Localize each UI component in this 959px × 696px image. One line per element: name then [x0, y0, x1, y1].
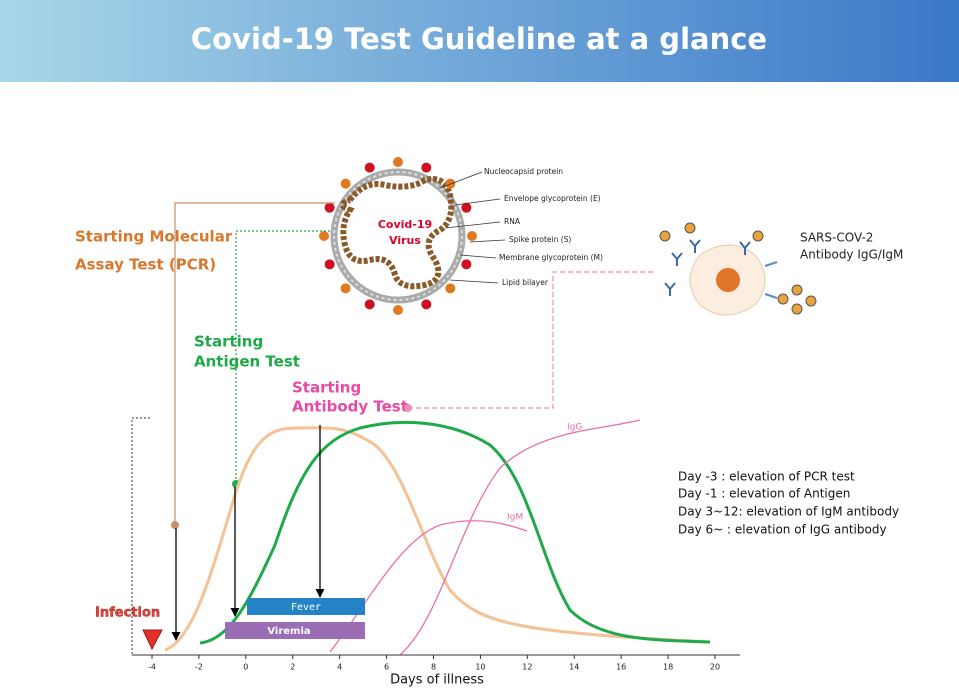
virion: [791, 284, 803, 296]
infection-label: Infection: [95, 606, 160, 621]
igg-label: IgG: [567, 423, 582, 433]
antibody: [671, 252, 683, 266]
virion: [752, 230, 764, 242]
part-label: RNA: [504, 217, 521, 226]
pcr-dot: [171, 521, 179, 529]
spike: [467, 231, 477, 241]
antigen-label: Starting: [194, 333, 263, 351]
spike: [340, 178, 351, 189]
spike: [364, 299, 375, 310]
receptor: [764, 261, 778, 299]
virus-label: Virus: [389, 234, 421, 247]
part-label: Nucleocapsid protein: [484, 167, 563, 176]
x-tick-label: 18: [663, 663, 673, 672]
pcr-label: Starting Molecular: [75, 228, 233, 246]
header-bar: [0, 0, 959, 82]
pcr-curve: [164, 426, 711, 652]
pointer: [454, 198, 501, 206]
antibody: [689, 239, 701, 253]
x-tick-label: 4: [337, 663, 342, 672]
spike: [461, 202, 472, 213]
antibody-cell: SARS-COV-2 Antibody IgG/IgM: [659, 222, 903, 316]
virion: [777, 293, 789, 305]
antibody-label: SARS-COV-2: [800, 231, 873, 245]
spike: [421, 162, 432, 173]
pcr-connector: [174, 202, 335, 525]
note: Day -1 : elevation of Antigen: [678, 487, 850, 501]
virus-label: Covid-19: [378, 218, 432, 231]
spike: [324, 259, 335, 270]
rna-strand: [339, 176, 455, 290]
x-tick-label: 20: [710, 663, 720, 672]
spike: [319, 231, 329, 241]
spike: [393, 305, 403, 315]
note: Day 3~12: elevation of IgM antibody: [678, 505, 899, 519]
title: Covid-19 Test Guideline at a glance: [191, 22, 767, 56]
pointer: [469, 239, 506, 243]
pointer: [439, 171, 483, 189]
virion: [659, 230, 671, 242]
x-axis-title: Days of illness: [390, 673, 484, 688]
note: Day 6~ : elevation of IgG antibody: [678, 523, 887, 537]
x-tick-label: 2: [290, 663, 295, 672]
pointer: [444, 221, 501, 229]
part-label: Spike protein (S): [509, 235, 571, 244]
plot-frame: [131, 417, 150, 655]
antigen-connector: [235, 230, 330, 484]
x-tick-label: -2: [195, 663, 203, 672]
antigen-curve: [199, 420, 711, 645]
viremia-label: Viremia: [267, 626, 310, 637]
lipid-bilayer-inner: [333, 171, 463, 301]
x-tick-label: 12: [522, 663, 532, 672]
x-tick-label: 14: [569, 663, 579, 672]
antibody-label: Antibody IgG/IgM: [800, 248, 903, 262]
spike: [421, 299, 432, 310]
x-tick-label: -4: [148, 663, 156, 672]
viremia-bar: [225, 622, 365, 639]
part-label: Membrane glycoprotein (M): [499, 253, 603, 262]
note: Day -3 : elevation of PCR test: [678, 470, 855, 484]
spike: [461, 259, 472, 270]
spike: [445, 283, 456, 294]
igm-label: IgM: [507, 513, 523, 523]
antibody: [664, 282, 676, 296]
x-tick-label: 0: [243, 663, 248, 672]
pointer: [449, 279, 499, 284]
spike: [393, 157, 403, 167]
virion: [684, 222, 696, 234]
x-tick-label: 10: [475, 663, 485, 672]
part-label: Lipid bilayer: [502, 278, 549, 287]
antibody-test-label: Antibody Test: [292, 398, 408, 416]
spike: [324, 202, 335, 213]
igg-curve: [399, 419, 641, 656]
pcr-label: Assay Test (PCR): [75, 256, 216, 274]
antigen-label: Antigen Test: [194, 353, 300, 371]
virus-diagram: Covid-19 Virus: [319, 157, 477, 315]
spike: [340, 283, 351, 294]
fever-bar: [247, 598, 365, 615]
antibody-connector: [408, 271, 655, 409]
x-tick-label: 8: [431, 663, 436, 672]
infection-marker: [142, 629, 163, 651]
antibody: [739, 241, 751, 255]
part-label: Envelope glycoprotein (E): [504, 194, 601, 203]
nucleus: [716, 268, 740, 292]
virion: [791, 303, 803, 315]
antibody-test-label: Starting: [292, 379, 361, 397]
fever-label: Fever: [291, 602, 321, 613]
virion: [805, 295, 817, 307]
x-tick-label: 16: [616, 663, 626, 672]
antibody-dot: [404, 404, 412, 412]
spike: [364, 162, 375, 173]
x-tick-label: 6: [384, 663, 389, 672]
pointer: [459, 254, 497, 259]
